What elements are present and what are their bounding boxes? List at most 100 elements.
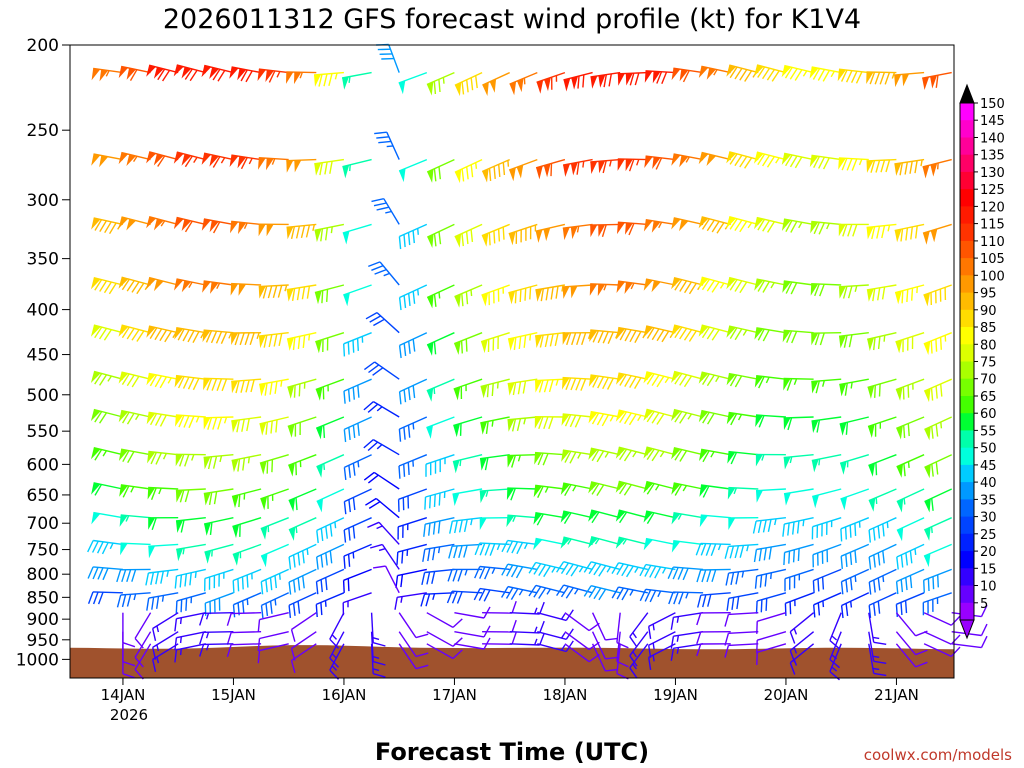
wind-barb bbox=[840, 517, 870, 542]
wind-barb bbox=[398, 223, 428, 250]
colorbar-label: 125 bbox=[980, 183, 1005, 198]
wind-barb bbox=[789, 643, 815, 675]
wind-barb bbox=[615, 480, 648, 496]
wind-barb bbox=[528, 584, 566, 599]
wind-barb bbox=[398, 158, 428, 183]
wind-barb bbox=[560, 510, 593, 524]
wind-barb bbox=[398, 416, 428, 442]
wind-barb bbox=[753, 64, 787, 82]
wind-barb bbox=[118, 276, 151, 295]
wind-barb bbox=[199, 631, 234, 645]
wind-barb bbox=[426, 612, 463, 629]
wind-barbs bbox=[87, 43, 988, 681]
wind-barb bbox=[699, 514, 731, 528]
wind-barb bbox=[868, 643, 887, 677]
wind-barb bbox=[754, 375, 786, 389]
wind-barb bbox=[611, 586, 648, 601]
wind-barb bbox=[119, 514, 151, 527]
wind-barb bbox=[229, 154, 262, 170]
wind-barb bbox=[314, 223, 345, 243]
wind-barb bbox=[867, 332, 897, 351]
wind-barb bbox=[286, 284, 317, 302]
wind-barb bbox=[508, 158, 538, 182]
wind-barb bbox=[563, 71, 593, 92]
colorbar-label: 135 bbox=[980, 149, 1005, 164]
wind-barb bbox=[202, 329, 234, 344]
wind-barb bbox=[866, 71, 897, 85]
wind-barb bbox=[174, 278, 206, 293]
x-tick-label: 19JAN bbox=[653, 686, 698, 704]
wind-barb bbox=[480, 332, 510, 354]
wind-barb bbox=[670, 612, 704, 630]
colorbar-label: 20 bbox=[980, 545, 997, 560]
wind-barb bbox=[146, 592, 179, 611]
wind-barb bbox=[868, 612, 887, 645]
colorbar-label: 100 bbox=[980, 269, 1005, 284]
wind-barb bbox=[951, 635, 988, 649]
wind-barb bbox=[562, 223, 593, 241]
y-tick-label: 400 bbox=[27, 301, 59, 321]
wind-barb bbox=[811, 454, 842, 473]
wind-barb bbox=[397, 488, 428, 512]
wind-barb bbox=[896, 454, 925, 478]
wind-barb bbox=[202, 280, 234, 294]
wind-barb bbox=[509, 601, 545, 615]
wind-barb bbox=[232, 592, 262, 618]
wind-barb bbox=[812, 568, 842, 594]
wind-barb bbox=[896, 488, 925, 513]
wind-barb bbox=[421, 568, 455, 586]
wind-barb bbox=[260, 488, 289, 511]
wind-barb bbox=[922, 223, 952, 245]
wind-barb bbox=[616, 280, 648, 294]
wind-barb bbox=[473, 587, 510, 602]
wind-barb bbox=[924, 416, 952, 441]
wind-barb bbox=[259, 378, 289, 397]
x-tick-label: 17JAN bbox=[432, 686, 477, 704]
wind-barb bbox=[507, 378, 538, 396]
x-year-label: 2026 bbox=[110, 706, 148, 724]
colorbar-label: 30 bbox=[980, 511, 997, 526]
wind-barb bbox=[316, 454, 345, 478]
colorbar-label: 60 bbox=[980, 407, 997, 422]
colorbar-label: 45 bbox=[980, 459, 997, 474]
wind-barb bbox=[146, 151, 179, 167]
wind-barb bbox=[230, 282, 262, 296]
colorbar-cell bbox=[960, 464, 974, 483]
wind-barb bbox=[231, 378, 262, 394]
wind-barb bbox=[447, 568, 483, 582]
wind-barb bbox=[315, 568, 345, 595]
wind-barb bbox=[363, 400, 400, 418]
colorbar-cell bbox=[960, 309, 974, 328]
wind-barb bbox=[809, 66, 842, 82]
wind-barb bbox=[698, 65, 731, 80]
wind-barb bbox=[90, 277, 124, 295]
wind-barb bbox=[588, 410, 621, 427]
colorbar-bottom-arrow bbox=[959, 619, 975, 640]
wind-barb bbox=[668, 591, 704, 605]
wind-barb bbox=[699, 484, 731, 498]
wind-barb bbox=[370, 612, 386, 647]
wind-barb bbox=[560, 482, 593, 497]
ground-layer bbox=[70, 645, 954, 678]
wind-barb bbox=[173, 64, 206, 82]
y-tick-label: 750 bbox=[27, 541, 59, 561]
colorbar-label: 10 bbox=[980, 580, 997, 595]
wind-barb bbox=[342, 158, 372, 179]
wind-barb bbox=[343, 517, 372, 543]
wind-barb bbox=[449, 517, 483, 534]
wind-barb bbox=[231, 488, 262, 509]
wind-barb bbox=[695, 542, 731, 557]
wind-barb bbox=[726, 151, 759, 169]
wind-barb bbox=[363, 471, 400, 490]
colorbar-cell bbox=[960, 240, 974, 259]
wind-barb bbox=[698, 409, 731, 425]
wind-barb bbox=[286, 158, 317, 173]
wind-barb bbox=[122, 643, 136, 679]
wind-barb bbox=[726, 411, 759, 426]
y-tick-label: 850 bbox=[27, 588, 59, 608]
wind-barb bbox=[615, 446, 648, 462]
colorbar-label: 80 bbox=[980, 338, 997, 353]
wind-barb bbox=[316, 517, 345, 544]
colorbar-cell bbox=[960, 154, 974, 173]
wind-barb bbox=[203, 454, 234, 470]
